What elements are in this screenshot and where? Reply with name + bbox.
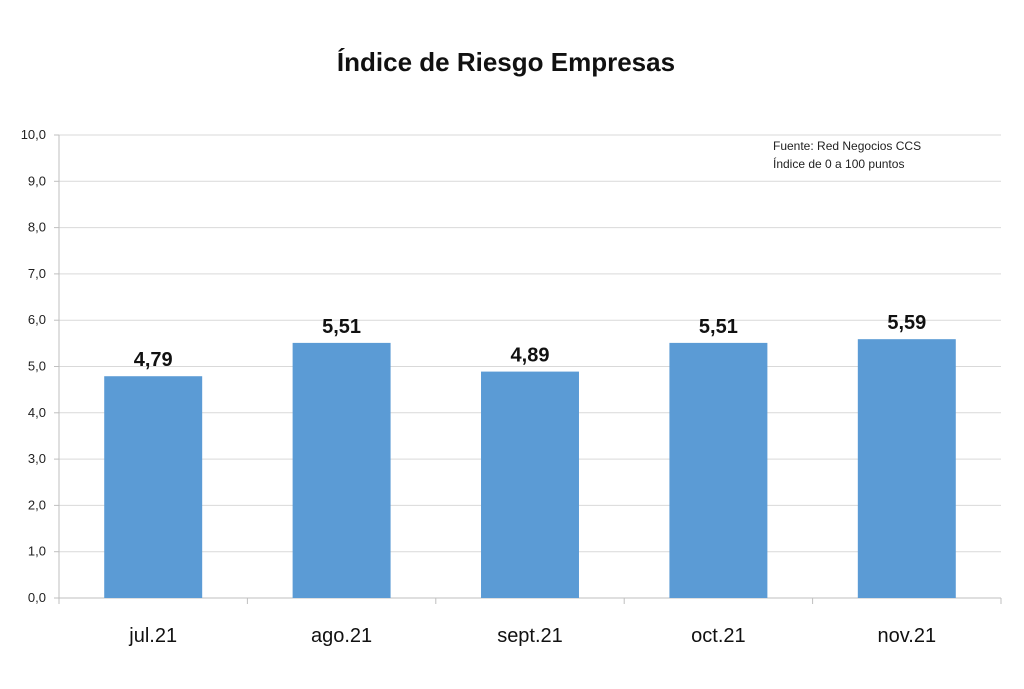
y-tick-label: 3,0	[28, 451, 46, 466]
labels: 0,0 1,0 2,0 3,0 4,0 5,0 6,0 7,0 8,0 9,0 10,0 4,79 ju…	[21, 127, 936, 647]
y-tick-label: 2,0	[28, 497, 46, 512]
bar	[669, 342, 768, 598]
x-tick-label: sept.21	[497, 625, 563, 647]
source-annotation: Fuente: Red Negocios CCS	[773, 139, 921, 153]
bars	[104, 339, 956, 598]
scale-annotation: Índice de 0 a 100 puntos	[773, 156, 904, 171]
bar	[481, 371, 579, 598]
y-tick-label: 4,0	[28, 405, 46, 420]
gridlines	[59, 134, 1001, 553]
data-label: 5,51	[699, 316, 738, 338]
y-tick-label: 9,0	[28, 173, 46, 188]
y-tick-label: 6,0	[28, 312, 46, 327]
x-tick-label: ago.21	[311, 625, 372, 647]
data-label: 5,51	[322, 316, 361, 338]
x-tick-label: jul.21	[128, 625, 177, 647]
data-label: 4,89	[511, 345, 550, 367]
y-tick-label: 7,0	[28, 266, 46, 281]
y-tick-label: 8,0	[28, 220, 46, 235]
x-tick-label: oct.21	[691, 625, 745, 647]
y-tick-label: 5,0	[28, 359, 46, 374]
chart-title: Índice de Riesgo Empresas	[337, 47, 675, 77]
y-tick-label: 0,0	[28, 590, 46, 605]
bar	[857, 339, 956, 598]
y-tick-label: 1,0	[28, 544, 46, 559]
data-label: 4,79	[134, 349, 173, 371]
bar	[104, 376, 203, 598]
y-tick-label: 10,0	[21, 127, 46, 142]
x-tick-label: nov.21	[878, 625, 937, 647]
bar	[292, 342, 391, 598]
data-label: 5,59	[887, 312, 926, 334]
